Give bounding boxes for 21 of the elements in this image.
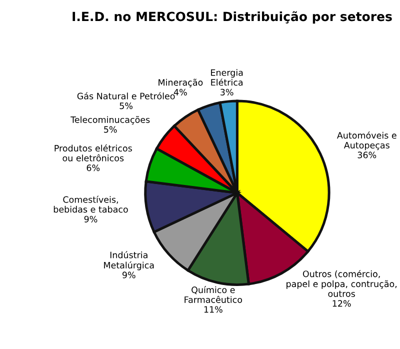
data-label: 36% (358, 152, 376, 158)
data-label: 5% (120, 102, 133, 110)
data-label: 11% (204, 306, 222, 313)
slice-label: Químico e Farmacêutico (184, 286, 242, 303)
data-label: 9% (122, 272, 136, 278)
chart-title: I.E.D. no MERCOSUL: Distribuição por setores (72, 11, 392, 24)
slice-label: Produtos elétricos ou eletrônicos (54, 144, 132, 162)
slice-label: Energia Elétrica (211, 69, 243, 86)
slice-label: Comestíveis, bebidas e tabaco (54, 196, 128, 213)
slice-label: Gás Natural e Petróleo (77, 92, 175, 100)
slice-label: Telecominucações (70, 116, 150, 125)
slice-label: Outros (comércio, papel e polpa, contrução, outros (286, 270, 397, 297)
data-label: 9% (84, 216, 98, 222)
slice-label: Mineração (158, 78, 203, 88)
slice-label: Automóveis e Autopeças (336, 132, 396, 150)
data-label: 5% (104, 126, 117, 133)
data-label: 6% (86, 164, 100, 172)
data-label: 4% (174, 88, 187, 96)
data-label: 12% (332, 300, 351, 307)
slice-label: Indústria Metalúrgica (104, 251, 154, 270)
data-label: 3% (220, 88, 234, 96)
